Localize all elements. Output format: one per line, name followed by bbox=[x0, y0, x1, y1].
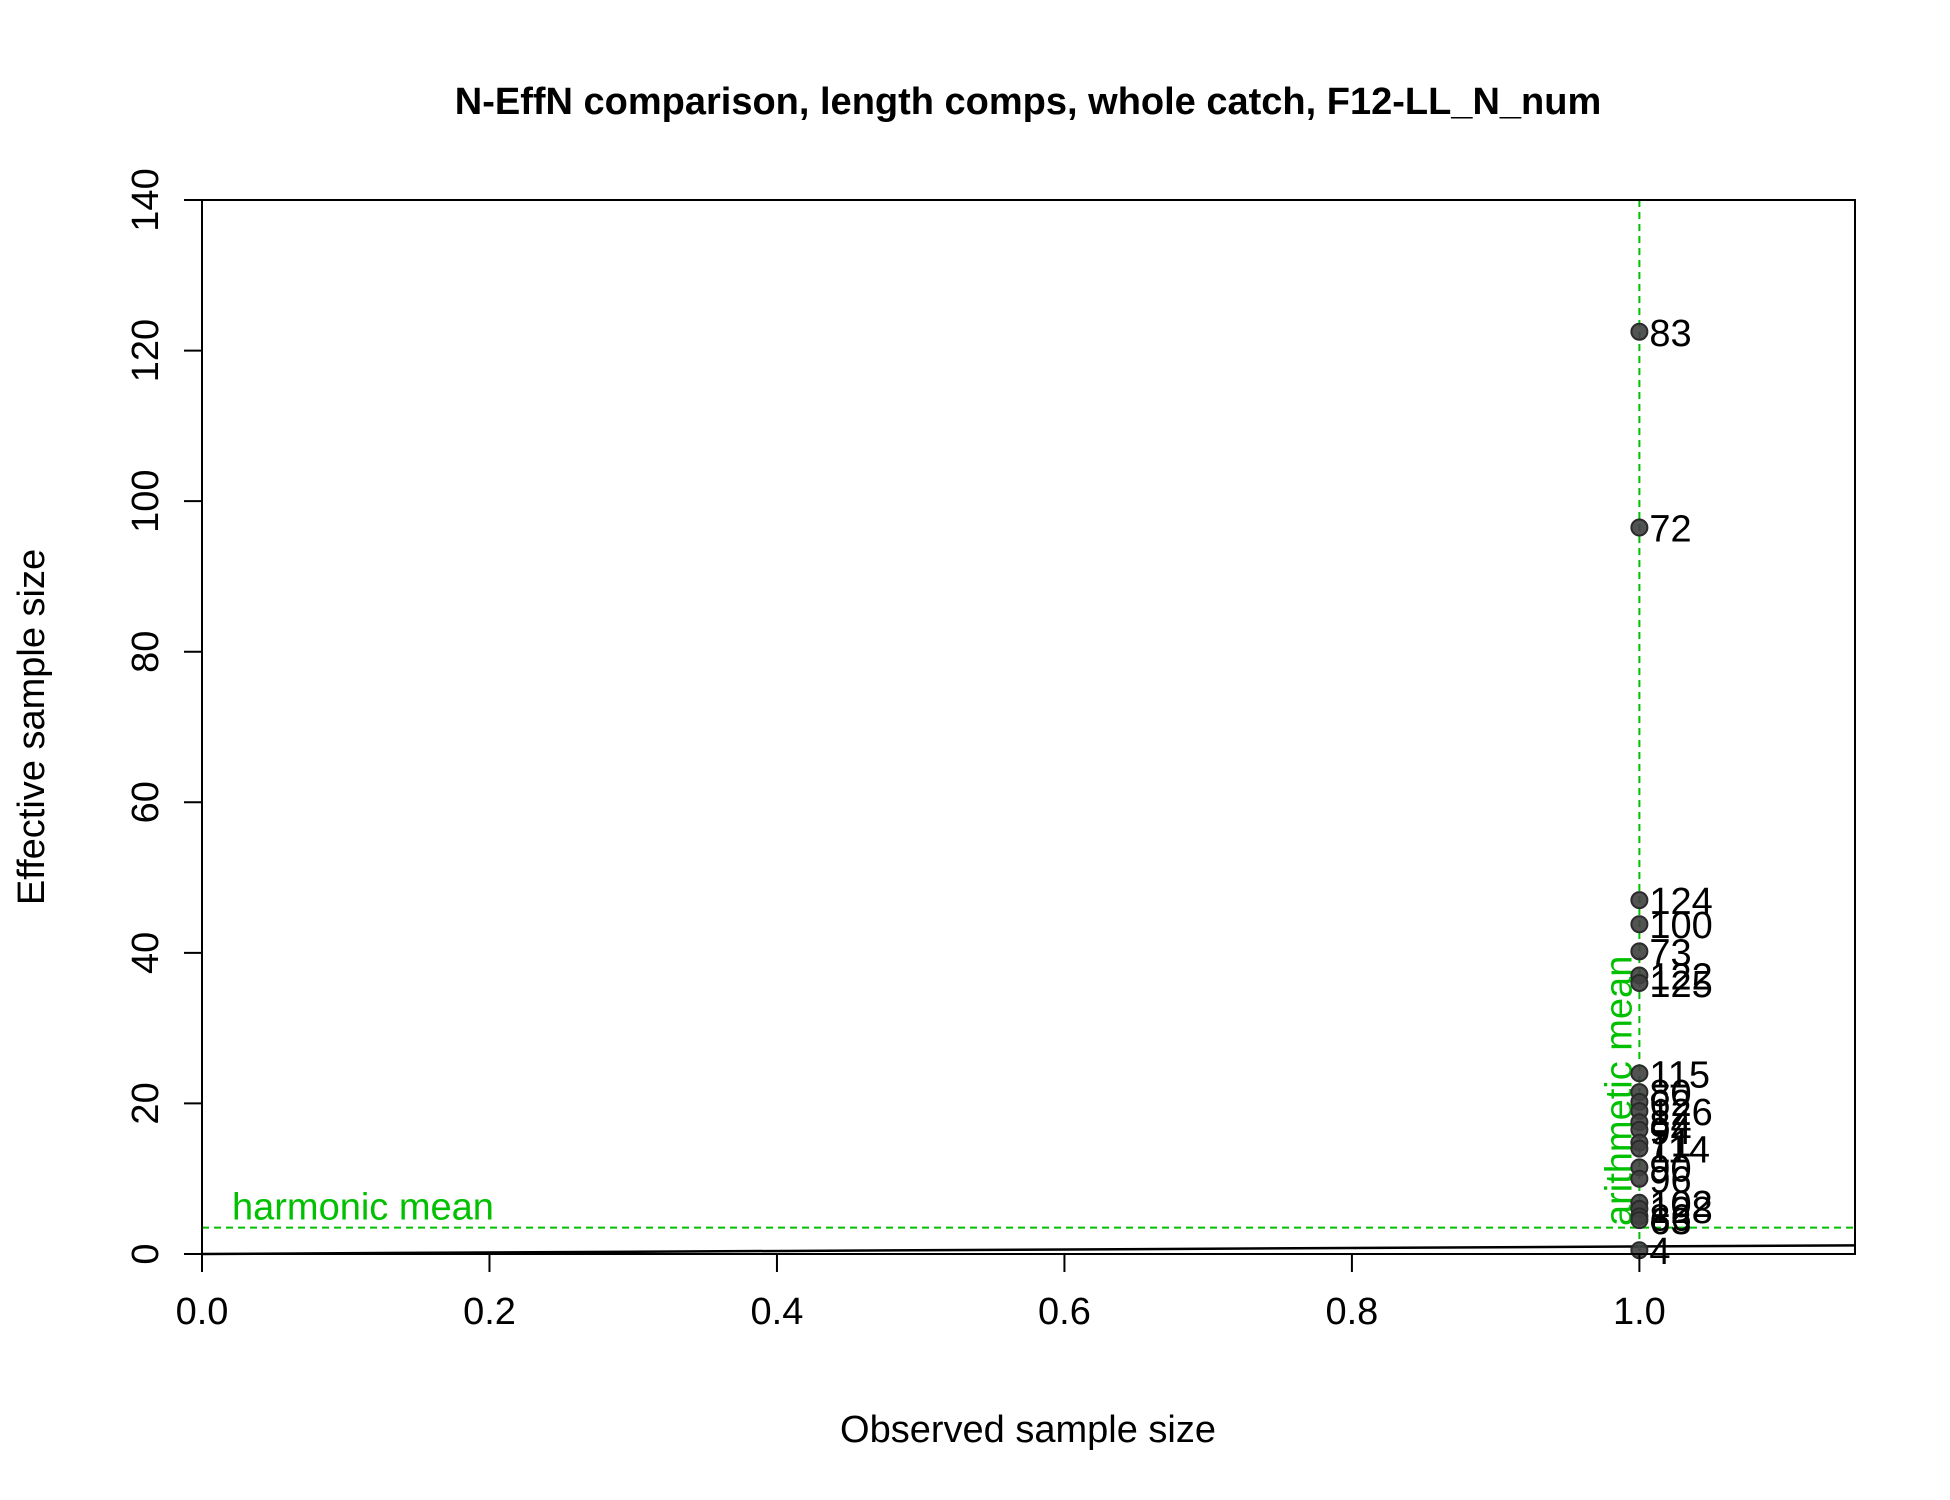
data-point bbox=[1630, 891, 1649, 910]
data-point bbox=[1630, 1169, 1649, 1188]
data-point-label: 90 bbox=[1649, 1148, 1691, 1190]
x-tick-label: 0.6 bbox=[1038, 1291, 1091, 1333]
data-point bbox=[1630, 942, 1649, 961]
data-point-label: 73 bbox=[1649, 932, 1691, 974]
data-point-label: 114 bbox=[1649, 1130, 1710, 1172]
data-point-label: 84 bbox=[1649, 1103, 1691, 1145]
y-tick-label: 140 bbox=[125, 168, 167, 231]
y-tick-label: 40 bbox=[125, 932, 167, 974]
x-tick-label: 1.0 bbox=[1613, 1291, 1666, 1333]
harmonic-mean-label: harmonic mean bbox=[232, 1187, 494, 1229]
data-point-label: 122 bbox=[1649, 956, 1712, 998]
reference-lines: harmonic mean arithmetic mean bbox=[201, 200, 1856, 1256]
x-axis-label: Observed sample size bbox=[840, 1409, 1216, 1451]
data-point bbox=[1630, 1211, 1649, 1230]
data-point bbox=[1630, 1064, 1649, 1083]
data-point-label: 128 bbox=[1649, 1190, 1712, 1232]
data-point-label: 125 bbox=[1649, 964, 1712, 1006]
y-tick-label: 0 bbox=[125, 1243, 167, 1264]
y-tick-label: 20 bbox=[125, 1082, 167, 1124]
data-point bbox=[1630, 915, 1649, 934]
y-tick-label: 80 bbox=[125, 631, 167, 673]
identity-line bbox=[201, 1244, 1856, 1256]
x-tick-label: 0.8 bbox=[1325, 1291, 1378, 1333]
data-point-label: 102 bbox=[1649, 1184, 1712, 1226]
data-point bbox=[1630, 973, 1649, 992]
y-axis: 0 20 40 60 80 100 120 140 bbox=[125, 168, 203, 1265]
x-axis: 0.0 0.2 0.4 0.6 0.8 1.0 bbox=[176, 1253, 1666, 1333]
data-point bbox=[1630, 322, 1649, 341]
data-point-label: 86 bbox=[1649, 1197, 1691, 1239]
data-point bbox=[1630, 1139, 1649, 1158]
data-point bbox=[1630, 518, 1649, 537]
data-point-label: 80 bbox=[1649, 1073, 1691, 1115]
chart-title: N-EffN comparison, length comps, whole c… bbox=[455, 81, 1601, 123]
data-point-label: 126 bbox=[1649, 1092, 1712, 1134]
plot-region: harmonic mean arithmetic mean 83721241007… bbox=[201, 199, 1856, 1273]
data-point-label: 96 bbox=[1649, 1160, 1691, 1202]
y-tick-label: 120 bbox=[125, 319, 167, 382]
data-point-label: 94 bbox=[1649, 1111, 1691, 1153]
x-tick-label: 0.4 bbox=[751, 1291, 804, 1333]
x-tick-label: 0.0 bbox=[176, 1291, 229, 1333]
data-point-label: 4 bbox=[1649, 1231, 1670, 1273]
data-point-label: 115 bbox=[1649, 1054, 1710, 1096]
data-point-label: 71 bbox=[1649, 1124, 1691, 1166]
y-tick-label: 100 bbox=[125, 469, 167, 532]
data-point-label: 124 bbox=[1649, 881, 1712, 923]
x-tick-label: 0.2 bbox=[463, 1291, 516, 1333]
y-axis-label: Effective sample size bbox=[11, 549, 53, 905]
data-point-label: 83 bbox=[1649, 313, 1691, 355]
data-point-label: 63 bbox=[1649, 1201, 1691, 1243]
data-point-label: 72 bbox=[1649, 508, 1691, 550]
data-point-label: 62 bbox=[1649, 1083, 1691, 1125]
y-tick-label: 60 bbox=[125, 781, 167, 823]
data-point-label: 100 bbox=[1649, 905, 1712, 947]
